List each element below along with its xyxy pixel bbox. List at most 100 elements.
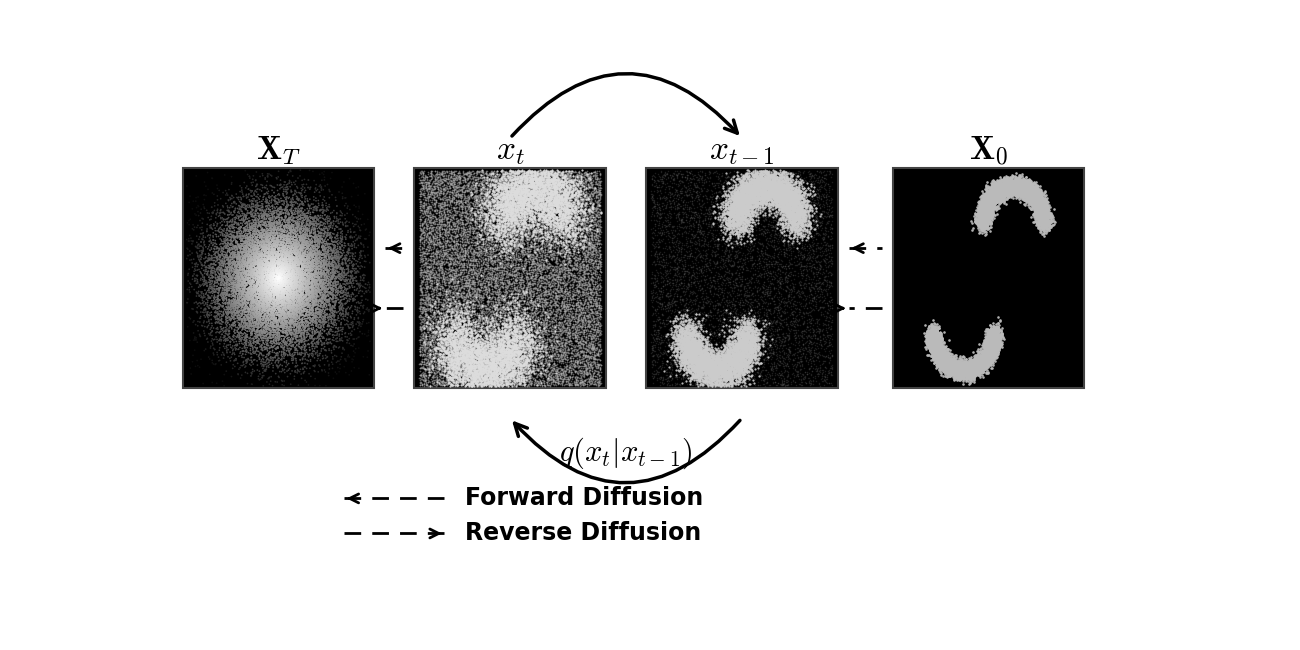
Point [280,239,300,249]
Point [491,236,512,246]
Point [571,236,592,246]
Point [278,267,299,278]
Point [679,185,699,195]
Point [538,185,559,196]
Point [480,272,500,282]
Point [309,333,330,344]
Point [982,341,1002,352]
Point [984,203,1005,214]
Point [508,166,529,177]
Point [988,191,1009,202]
Point [998,185,1019,196]
Point [239,276,260,286]
Point [979,350,1000,361]
Point [1034,211,1054,222]
Point [568,219,589,229]
Point [1009,178,1030,188]
Point [760,195,781,205]
Point [1035,217,1056,228]
Point [677,283,698,293]
Point [764,182,785,192]
Point [445,239,465,250]
Point [498,220,519,231]
Point [506,302,526,313]
Point [437,293,458,304]
Point [254,247,274,257]
Point [963,367,984,378]
Point [988,187,1009,197]
Point [767,258,788,268]
Point [437,369,458,379]
Point [800,375,820,385]
Point [477,304,498,314]
Point [542,350,563,361]
Point [185,333,205,343]
Point [507,280,528,290]
Point [729,213,750,223]
Point [312,270,333,281]
Point [530,375,551,385]
Point [727,192,747,202]
Point [1031,202,1052,212]
Point [972,349,993,359]
Point [542,287,563,297]
Point [974,200,995,210]
Point [248,296,269,306]
Point [975,216,996,227]
Point [316,287,337,298]
Point [723,350,744,361]
Point [928,339,949,350]
Point [507,352,528,363]
Point [985,324,1006,335]
Point [511,205,532,216]
Point [528,228,549,239]
Point [425,211,446,222]
Point [762,189,783,200]
Point [268,284,289,294]
Point [497,275,517,285]
Point [732,205,753,216]
Point [719,215,740,226]
Point [1009,177,1030,188]
Point [727,224,747,234]
Point [329,270,350,281]
Point [734,238,755,248]
Point [508,181,529,191]
Point [500,315,521,325]
Point [994,186,1015,196]
Point [506,373,526,384]
Point [308,216,329,226]
Point [784,220,805,231]
Point [273,292,294,302]
Point [252,278,273,288]
Point [734,185,755,195]
Point [257,257,278,267]
Point [1004,182,1024,192]
Point [498,199,519,209]
Point [419,227,439,237]
Point [437,322,458,333]
Point [529,259,550,270]
Point [240,252,261,263]
Point [264,223,285,233]
Point [979,202,1000,213]
Point [980,194,1001,205]
Point [263,209,283,219]
Point [287,255,308,266]
Point [706,376,727,386]
Point [588,369,608,379]
Point [1031,205,1052,215]
Point [233,300,254,310]
Point [481,168,502,179]
Point [1009,180,1030,190]
Point [318,258,339,268]
Point [649,202,670,212]
Point [257,229,278,239]
Point [543,273,564,283]
Point [434,335,455,345]
Point [533,323,554,333]
Point [766,269,786,280]
Point [315,254,335,265]
Point [976,328,997,339]
Point [820,197,841,207]
